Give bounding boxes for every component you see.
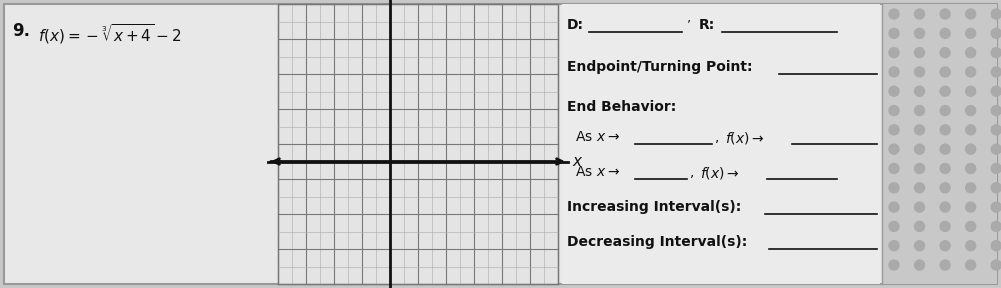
Circle shape	[966, 144, 976, 154]
Circle shape	[889, 164, 899, 173]
Circle shape	[889, 221, 899, 232]
Circle shape	[915, 144, 925, 154]
Text: As $x\rightarrow$: As $x\rightarrow$	[575, 130, 620, 144]
Circle shape	[889, 241, 899, 251]
Text: Decreasing Interval(s):: Decreasing Interval(s):	[567, 235, 748, 249]
Circle shape	[915, 48, 925, 58]
Circle shape	[940, 221, 950, 232]
Circle shape	[966, 67, 976, 77]
Circle shape	[991, 67, 1001, 77]
Text: ,: ,	[715, 130, 720, 144]
Circle shape	[991, 105, 1001, 115]
Circle shape	[966, 241, 976, 251]
Circle shape	[940, 202, 950, 212]
Circle shape	[991, 260, 1001, 270]
Bar	[882, 4, 997, 284]
Text: $f(x)\rightarrow$: $f(x)\rightarrow$	[725, 130, 765, 146]
Circle shape	[889, 67, 899, 77]
Circle shape	[915, 202, 925, 212]
Circle shape	[889, 86, 899, 96]
Circle shape	[966, 260, 976, 270]
Circle shape	[889, 144, 899, 154]
Circle shape	[915, 86, 925, 96]
Text: x: x	[572, 154, 581, 169]
Circle shape	[991, 125, 1001, 135]
Bar	[278, 4, 558, 284]
Circle shape	[966, 48, 976, 58]
Circle shape	[889, 183, 899, 193]
Text: ,: ,	[690, 165, 695, 179]
Circle shape	[966, 202, 976, 212]
Circle shape	[915, 125, 925, 135]
Circle shape	[991, 48, 1001, 58]
Circle shape	[966, 28, 976, 38]
Circle shape	[940, 86, 950, 96]
Circle shape	[915, 9, 925, 19]
Circle shape	[991, 183, 1001, 193]
Text: As $x\rightarrow$: As $x\rightarrow$	[575, 165, 620, 179]
Circle shape	[915, 105, 925, 115]
Circle shape	[966, 183, 976, 193]
Circle shape	[966, 125, 976, 135]
Bar	[562, 4, 880, 284]
Circle shape	[940, 144, 950, 154]
Circle shape	[966, 164, 976, 173]
Circle shape	[915, 260, 925, 270]
Circle shape	[940, 67, 950, 77]
Circle shape	[940, 183, 950, 193]
Text: $f(x) = -\sqrt[3]{x+4} - 2$: $f(x) = -\sqrt[3]{x+4} - 2$	[38, 22, 181, 46]
Circle shape	[889, 202, 899, 212]
Circle shape	[940, 164, 950, 173]
Circle shape	[991, 28, 1001, 38]
Circle shape	[889, 48, 899, 58]
Text: Endpoint/Turning Point:: Endpoint/Turning Point:	[567, 60, 753, 74]
Circle shape	[915, 164, 925, 173]
Circle shape	[940, 125, 950, 135]
Circle shape	[889, 105, 899, 115]
Circle shape	[991, 144, 1001, 154]
Text: D:: D:	[567, 18, 584, 32]
Circle shape	[889, 9, 899, 19]
Circle shape	[991, 202, 1001, 212]
Circle shape	[915, 183, 925, 193]
Circle shape	[940, 48, 950, 58]
Circle shape	[991, 86, 1001, 96]
Circle shape	[915, 28, 925, 38]
Text: R:: R:	[699, 18, 716, 32]
Circle shape	[966, 221, 976, 232]
Circle shape	[940, 105, 950, 115]
Text: $f(x)\rightarrow$: $f(x)\rightarrow$	[700, 165, 740, 181]
Circle shape	[991, 164, 1001, 173]
Circle shape	[915, 67, 925, 77]
Circle shape	[940, 260, 950, 270]
Circle shape	[966, 105, 976, 115]
Text: End Behavior:: End Behavior:	[567, 100, 677, 114]
Circle shape	[966, 86, 976, 96]
Circle shape	[991, 221, 1001, 232]
Circle shape	[940, 28, 950, 38]
Circle shape	[991, 9, 1001, 19]
Circle shape	[940, 9, 950, 19]
Text: ’: ’	[687, 18, 691, 31]
Circle shape	[889, 125, 899, 135]
Circle shape	[915, 221, 925, 232]
Circle shape	[991, 241, 1001, 251]
Circle shape	[940, 241, 950, 251]
Circle shape	[889, 28, 899, 38]
Circle shape	[889, 260, 899, 270]
Text: Increasing Interval(s):: Increasing Interval(s):	[567, 200, 742, 214]
Circle shape	[915, 241, 925, 251]
Circle shape	[966, 9, 976, 19]
Text: 9.: 9.	[12, 22, 30, 40]
